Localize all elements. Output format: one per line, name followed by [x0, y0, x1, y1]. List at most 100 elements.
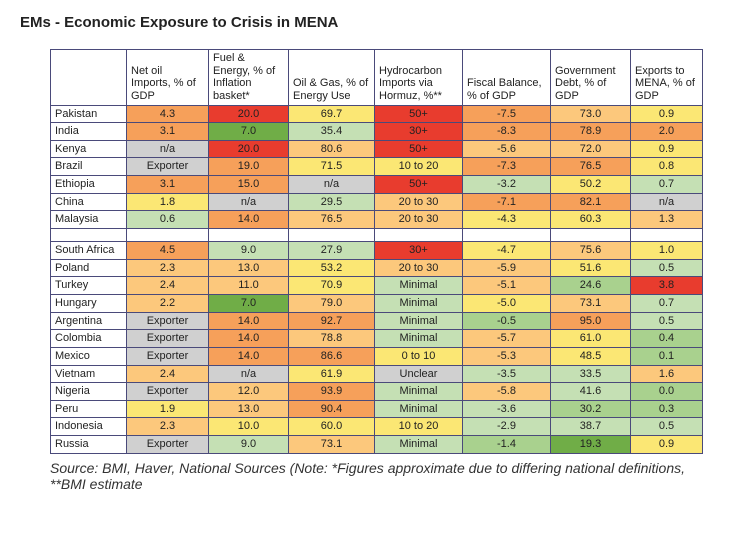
data-cell: -0.5 — [463, 312, 551, 330]
data-cell: Minimal — [375, 312, 463, 330]
data-cell: 78.9 — [551, 123, 631, 141]
data-cell: 12.0 — [209, 383, 289, 401]
data-cell: Minimal — [375, 330, 463, 348]
data-cell: 0.0 — [631, 383, 703, 401]
data-cell: 79.0 — [289, 294, 375, 312]
data-cell: 9.0 — [209, 436, 289, 454]
data-cell: 0.7 — [631, 176, 703, 194]
data-cell: Minimal — [375, 277, 463, 295]
data-cell: -5.1 — [463, 277, 551, 295]
data-cell: 30+ — [375, 123, 463, 141]
data-cell: 3.1 — [127, 123, 209, 141]
data-cell: Unclear — [375, 365, 463, 383]
country-cell: Mexico — [51, 347, 127, 365]
data-cell: 11.0 — [209, 277, 289, 295]
data-cell: 69.7 — [289, 105, 375, 123]
data-cell: 93.9 — [289, 383, 375, 401]
column-header: Oil & Gas, % of Energy Use — [289, 50, 375, 106]
data-cell: 76.5 — [289, 211, 375, 229]
data-cell: 3.8 — [631, 277, 703, 295]
data-cell: 13.0 — [209, 259, 289, 277]
data-cell: 20 to 30 — [375, 211, 463, 229]
data-cell: Exporter — [127, 383, 209, 401]
data-cell: -7.1 — [463, 193, 551, 211]
country-cell: Ethiopia — [51, 176, 127, 194]
data-cell: 0.4 — [631, 330, 703, 348]
data-cell: 73.1 — [289, 436, 375, 454]
country-cell: Argentina — [51, 312, 127, 330]
data-cell: 14.0 — [209, 211, 289, 229]
data-cell: 33.5 — [551, 365, 631, 383]
country-cell: Malaysia — [51, 211, 127, 229]
table-row: Hungary2.27.079.0Minimal-5.073.10.7 — [51, 294, 703, 312]
data-cell: 7.0 — [209, 294, 289, 312]
data-cell: 2.3 — [127, 418, 209, 436]
country-cell: India — [51, 123, 127, 141]
data-cell: 53.2 — [289, 259, 375, 277]
data-cell: -5.3 — [463, 347, 551, 365]
data-cell: 1.0 — [631, 242, 703, 260]
data-cell: 0.5 — [631, 312, 703, 330]
data-cell: 10.0 — [209, 418, 289, 436]
table-row: South Africa4.59.027.930+-4.775.61.0 — [51, 242, 703, 260]
country-cell: Indonesia — [51, 418, 127, 436]
data-cell: -5.9 — [463, 259, 551, 277]
table-header-row: Net oil Imports, % of GDPFuel & Energy, … — [51, 50, 703, 106]
table-row: Poland2.313.053.220 to 30-5.951.60.5 — [51, 259, 703, 277]
column-header: Government Debt, % of GDP — [551, 50, 631, 106]
table-row: Malaysia0.614.076.520 to 30-4.360.31.3 — [51, 211, 703, 229]
data-cell: 50+ — [375, 140, 463, 158]
data-cell: n/a — [127, 140, 209, 158]
data-cell: 20.0 — [209, 105, 289, 123]
table-row: BrazilExporter19.071.510 to 20-7.376.50.… — [51, 158, 703, 176]
table-row: Peru1.913.090.4Minimal-3.630.20.3 — [51, 400, 703, 418]
data-cell: 50+ — [375, 176, 463, 194]
data-cell: 0.3 — [631, 400, 703, 418]
data-cell: 14.0 — [209, 347, 289, 365]
data-cell: 0.9 — [631, 105, 703, 123]
data-cell: Minimal — [375, 383, 463, 401]
data-cell: 0.5 — [631, 259, 703, 277]
country-cell: Turkey — [51, 277, 127, 295]
data-cell: 73.0 — [551, 105, 631, 123]
data-cell: 41.6 — [551, 383, 631, 401]
data-cell: 19.3 — [551, 436, 631, 454]
data-cell: Exporter — [127, 158, 209, 176]
country-cell: China — [51, 193, 127, 211]
data-cell: 70.9 — [289, 277, 375, 295]
data-cell: 19.0 — [209, 158, 289, 176]
country-cell: Colombia — [51, 330, 127, 348]
data-cell: 1.6 — [631, 365, 703, 383]
data-cell: 15.0 — [209, 176, 289, 194]
table-row: Vietnam2.4n/a61.9Unclear-3.533.51.6 — [51, 365, 703, 383]
data-cell: 1.8 — [127, 193, 209, 211]
table-row: Pakistan4.320.069.750+-7.573.00.9 — [51, 105, 703, 123]
data-cell: 0.9 — [631, 140, 703, 158]
country-cell: Brazil — [51, 158, 127, 176]
data-cell: 61.9 — [289, 365, 375, 383]
data-cell: 2.4 — [127, 365, 209, 383]
data-cell: 50.2 — [551, 176, 631, 194]
country-cell: Hungary — [51, 294, 127, 312]
data-cell: 24.6 — [551, 277, 631, 295]
data-cell: 48.5 — [551, 347, 631, 365]
table-row: China1.8n/a29.520 to 30-7.182.1n/a — [51, 193, 703, 211]
data-cell: 78.8 — [289, 330, 375, 348]
data-cell: 61.0 — [551, 330, 631, 348]
data-cell: 38.7 — [551, 418, 631, 436]
data-cell: -1.4 — [463, 436, 551, 454]
data-cell: n/a — [631, 193, 703, 211]
data-cell: 10 to 20 — [375, 158, 463, 176]
table-row: ColombiaExporter14.078.8Minimal-5.761.00… — [51, 330, 703, 348]
column-header: Exports to MENA, % of GDP — [631, 50, 703, 106]
data-cell: 75.6 — [551, 242, 631, 260]
data-cell: 10 to 20 — [375, 418, 463, 436]
data-cell: Minimal — [375, 294, 463, 312]
data-cell: 50+ — [375, 105, 463, 123]
data-cell: 1.9 — [127, 400, 209, 418]
data-cell: 7.0 — [209, 123, 289, 141]
source-note: Source: BMI, Haver, National Sources (No… — [50, 460, 690, 492]
table-row: RussiaExporter9.073.1Minimal-1.419.30.9 — [51, 436, 703, 454]
country-cell: Pakistan — [51, 105, 127, 123]
data-cell: 20 to 30 — [375, 193, 463, 211]
